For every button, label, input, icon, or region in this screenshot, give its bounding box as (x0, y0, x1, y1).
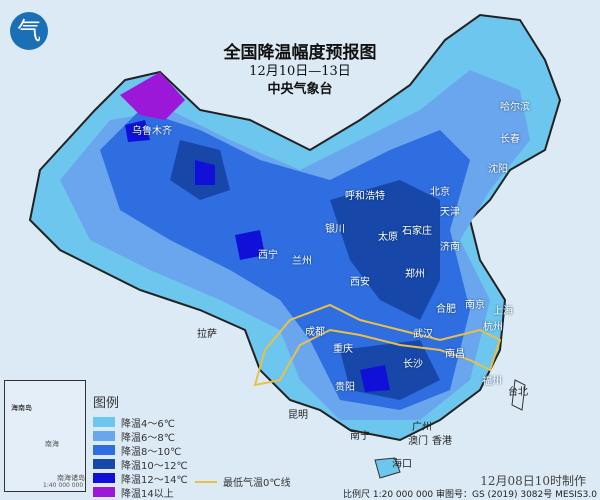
city-label: 太原 (378, 232, 398, 243)
city-label: 兰州 (292, 256, 312, 267)
city-label: 成都 (305, 327, 325, 338)
cma-logo: 气 (10, 12, 48, 50)
issuer: 中央气象台 (267, 82, 333, 97)
map-title: 全国降温幅度预报图 (223, 43, 377, 63)
legend-item: 降温12～14℃ (93, 471, 188, 486)
city-label: 北京 (430, 187, 450, 198)
city-label: 贵阳 (335, 382, 355, 393)
city-label: 武汉 (413, 329, 433, 340)
city-label: 长春 (500, 134, 520, 145)
zone-10-12 (170, 140, 440, 400)
city-label: 昆明 (288, 410, 308, 421)
city-label: 呼和浩特 (345, 191, 385, 202)
city-label: 台北 (508, 387, 528, 398)
production-time: 12月08日10时制作 (480, 474, 586, 488)
city-label: 西安 (350, 277, 370, 288)
city-label: 西宁 (258, 250, 278, 261)
legend-item: 降温8～10℃ (93, 443, 188, 458)
city-label: 济南 (440, 242, 460, 253)
city-label: 海口 (392, 459, 412, 470)
city-label: 哈尔滨 (500, 102, 530, 113)
city-label: 香港 (432, 436, 452, 447)
city-label: 南京 (465, 300, 485, 311)
legend: 图例 降温4～6℃ 降温6～8℃ 降温8～10℃ 降温10～12℃ 降温12～1… (93, 392, 188, 500)
city-label: 福州 (482, 376, 502, 387)
legend-item: 降温6～8℃ (93, 429, 188, 444)
zone-14-plus (120, 72, 185, 120)
inset-label: 南海 (45, 440, 59, 448)
legend-item: 降温10～12℃ (93, 457, 188, 472)
zero-degree-line (253, 303, 502, 387)
city-label: 银川 (325, 224, 345, 235)
legend-item: 降温14以上 (93, 485, 188, 500)
city-label: 澳门 (408, 436, 428, 447)
zero-line-legend: 最低气温0℃线 (195, 474, 291, 489)
hainan (374, 457, 401, 479)
city-label: 郑州 (405, 269, 425, 280)
city-label: 拉萨 (197, 329, 217, 340)
city-label: 天津 (440, 207, 460, 218)
city-label: 杭州 (483, 322, 503, 333)
zone-12-14 (125, 120, 390, 392)
city-label: 石家庄 (402, 226, 432, 237)
inset-label: 海南岛 (11, 404, 32, 412)
city-label: 广州 (412, 422, 432, 433)
city-label: 重庆 (333, 344, 353, 355)
city-label: 乌鲁木齐 (132, 126, 172, 137)
city-label: 合肥 (436, 304, 456, 315)
legend-item: 降温4～6℃ (93, 415, 188, 430)
city-label: 长沙 (403, 359, 423, 370)
inset-label: 南海诸岛 (57, 474, 85, 482)
city-label: 沈阳 (488, 164, 508, 175)
taiwan (511, 379, 526, 411)
scale-note: 比例尺 1:20 000 000 审图号：GS (2019) 3082号 MES… (343, 490, 597, 500)
city-label: 上海 (493, 306, 513, 317)
date-range: 12月10日—13日 (249, 64, 351, 79)
city-label: 南宁 (350, 431, 370, 442)
inset-scale: 1:40 000 000 (43, 482, 84, 489)
city-label: 南昌 (445, 349, 465, 360)
legend-title: 图例 (93, 396, 120, 411)
south-china-sea-inset: 海南岛 南海 南海诸岛 1:40 000 000 (4, 380, 86, 492)
